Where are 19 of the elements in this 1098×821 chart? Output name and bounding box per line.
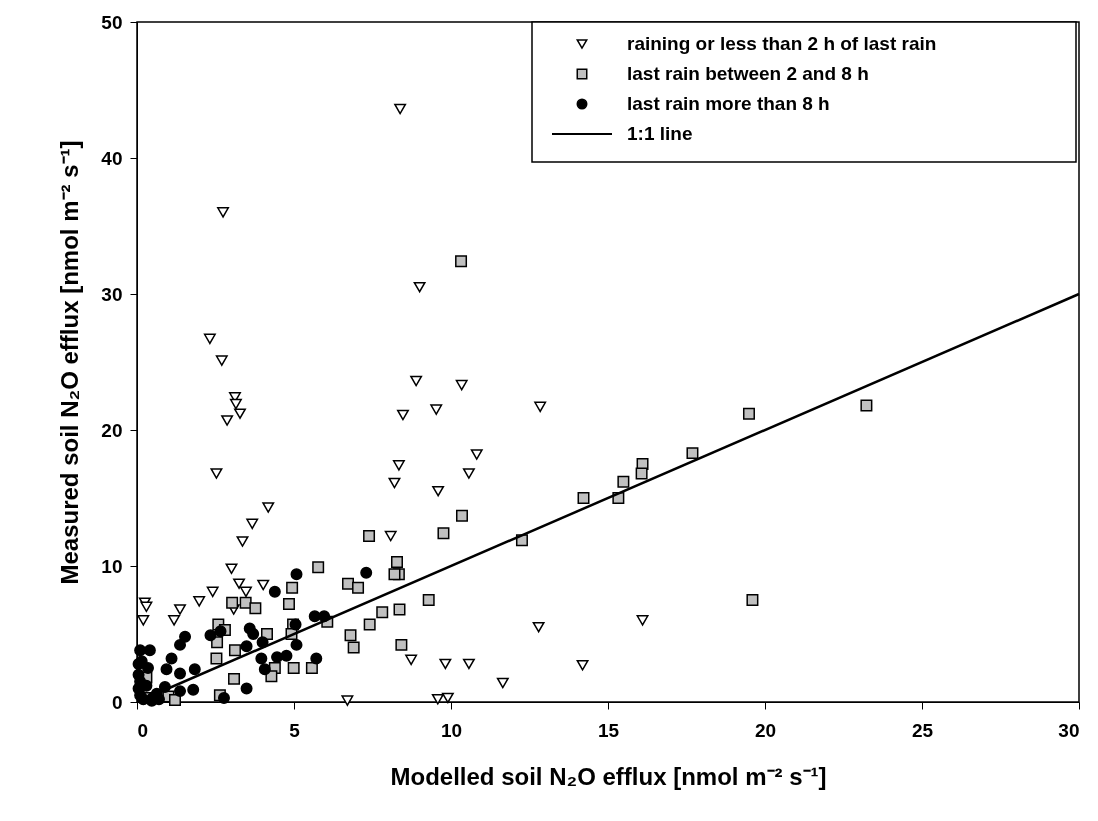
x-tick-label: 10 <box>440 719 463 741</box>
y-tick-label: 0 <box>111 691 123 713</box>
y-tick-label: 10 <box>101 555 123 577</box>
legend-label: 1:1 line <box>627 123 693 144</box>
y-tick-label: 40 <box>101 147 123 169</box>
x-tick-label: 0 <box>137 719 149 741</box>
y-axis-title: Measured soil N₂O efflux [nmol m⁻² s⁻¹] <box>56 140 84 585</box>
legend-label: raining or less than 2 h of last rain <box>627 33 937 54</box>
y-tick-label: 30 <box>101 283 123 305</box>
y-tick-label: 20 <box>101 419 123 441</box>
x-tick-label: 25 <box>911 719 934 741</box>
legend-label: last rain more than 8 h <box>627 93 830 114</box>
legend-label: last rain between 2 and 8 h <box>627 63 869 84</box>
x-tick-label: 30 <box>1058 719 1080 741</box>
x-axis-title: Modelled soil N₂O efflux [nmol m⁻² s⁻¹] <box>390 762 827 790</box>
x-tick-label: 5 <box>289 719 301 741</box>
x-tick-label: 20 <box>754 719 777 741</box>
y-tick-label: 50 <box>101 11 123 33</box>
x-tick-label: 15 <box>597 719 620 741</box>
